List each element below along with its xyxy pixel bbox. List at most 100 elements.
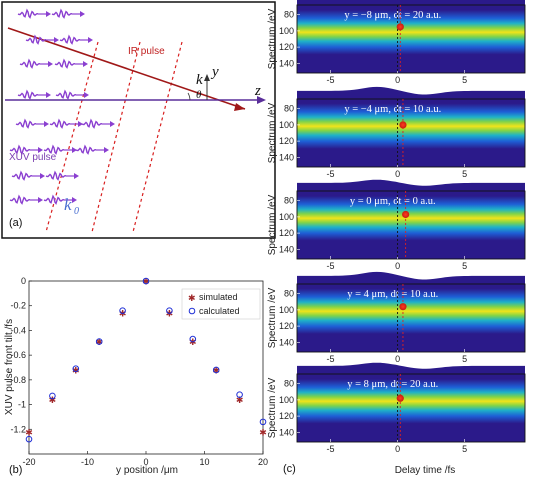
xuv-wavepacket — [25, 34, 59, 45]
heatmap-ylabel: Spectrum /eV — [267, 377, 278, 438]
panel-b-ylabel: XUV pulse front tilt /fs — [4, 319, 15, 415]
heatmap-xtick-label: -5 — [327, 354, 335, 364]
peak-dot — [402, 210, 410, 219]
wavepacket-oscillation — [54, 58, 76, 69]
simulated-point: ✱ — [95, 337, 103, 347]
heatmap-ytick-label: 100 — [279, 305, 294, 315]
heatmap-frame — [296, 190, 526, 260]
xuv-wavepacket — [54, 58, 88, 69]
legend-calculated-marker — [188, 307, 196, 315]
panel-b-xtick-label: -10 — [81, 457, 94, 467]
wavepacket-oscillation — [81, 118, 103, 129]
panel-b-ytick-label: -0.2 — [10, 301, 26, 311]
panel-b-ytick-label: -1 — [18, 400, 26, 410]
heatmap-frame — [296, 98, 526, 168]
wavepacket-arrowhead — [54, 37, 59, 43]
heatmap-frame — [296, 4, 526, 74]
wavepacket-oscillation — [55, 89, 77, 100]
heatmap-ytick-label: 120 — [279, 411, 294, 421]
wavepacket-arrowhead — [46, 92, 51, 98]
heatmap-title: y = −8 μm, dt = 20 a.u. — [344, 10, 441, 21]
wavepacket-oscillation — [15, 118, 37, 129]
panel-a: IR pulse XUV pulse k θ y z k 0 (a) — [1, 1, 276, 239]
panel-b-ytick-label: -0.6 — [10, 350, 26, 360]
heatmap-xtick-label: 5 — [462, 444, 467, 454]
ir-arrowhead — [234, 103, 245, 111]
wavepacket-arrowhead — [44, 121, 49, 127]
xuv-wavepacket — [75, 144, 109, 155]
xuv-wavepacket — [45, 170, 79, 181]
calculated-point — [49, 392, 56, 400]
panel-c-chart: 80 100 120 140 -5 0 5 Spectrum /eV y = −8 μm, dt… — [267, 0, 526, 476]
wavepacket-oscillation — [19, 58, 41, 69]
legend-simulated-label: simulated — [199, 292, 238, 302]
heatmap-ytick-label: 80 — [284, 289, 294, 299]
heatmap-subplot: 80 100 120 140 -5 0 5 Spectrum /eV y = −8 μm, dt… — [267, 0, 526, 85]
calculated-point — [25, 435, 33, 443]
simulated-point: ✱ — [25, 427, 33, 437]
xuv-wavepacket — [9, 144, 43, 155]
heatmap-xtick-label: 0 — [395, 75, 400, 85]
wavepacket-arrowhead — [110, 121, 115, 127]
calculated-point — [259, 418, 267, 426]
heatmap-ytick-label: 100 — [279, 26, 294, 36]
simulated-point: ✱ — [259, 427, 267, 437]
panel-b-ytick-label: -0.8 — [10, 375, 26, 385]
heatmap-xtick-label: 5 — [462, 75, 467, 85]
wavepacket-oscillation — [11, 170, 33, 181]
calculated-point — [212, 366, 220, 374]
wavepacket-arrowhead — [38, 197, 43, 203]
wavepacket-arrowhead — [46, 11, 51, 17]
heatmap-band — [297, 362, 525, 437]
wavepacket-arrowhead — [74, 173, 79, 179]
panel-b-legend: ✱ simulated calculated — [181, 288, 261, 320]
heatmap-subplot: 80 100 120 140 -5 0 5 Spectrum /eV y = 4 μm, dt … — [267, 271, 526, 364]
panel-a-frame — [1, 1, 276, 239]
heatmap-xtick-label: 0 — [395, 261, 400, 271]
wavepacket-arrowhead — [38, 147, 43, 153]
k-label: k — [196, 72, 203, 88]
heatmap-ytick-label: 80 — [284, 10, 294, 20]
peak-dot — [396, 23, 404, 31]
heatmap-xtick-label: -5 — [327, 75, 335, 85]
heatmap-band — [297, 271, 525, 348]
wavepacket-arrowhead — [80, 11, 85, 17]
heatmap-ylabel: Spectrum /eV — [267, 8, 278, 69]
panel-b-label: (b) — [9, 464, 22, 476]
wavepacket-oscillation — [17, 8, 39, 19]
xuv-wavepacket — [9, 194, 43, 205]
k0-label: k — [64, 195, 72, 214]
xuv-pulse-label: XUV pulse — [9, 152, 57, 163]
heatmap-ytick-label: 120 — [279, 42, 294, 52]
heatmap-title: y = 0 μm, dt = 0 a.u. — [350, 196, 436, 207]
simulated-point: ✱ — [142, 277, 150, 287]
wavepacket-oscillation — [51, 8, 73, 19]
panel-a-label: (a) — [9, 217, 22, 229]
xuv-wavepacket — [19, 58, 53, 69]
wavepacket-arrowhead — [72, 147, 77, 153]
ir-pulse-label: IR pulse — [128, 46, 165, 57]
xuv-wavepacket — [81, 118, 115, 129]
xuv-wavepacket — [51, 8, 85, 19]
calculated-point — [72, 365, 80, 373]
calculated-point — [119, 307, 126, 314]
xuv-wavepacket — [55, 89, 89, 100]
heatmap-ytick-label: 100 — [279, 395, 294, 405]
calculated-point — [142, 277, 150, 285]
legend-box — [181, 288, 261, 320]
wavepacket-oscillation — [25, 34, 47, 45]
simulated-point: ✱ — [212, 365, 220, 375]
xuv-wavepacket — [17, 8, 51, 19]
wavepacket-arrowhead — [72, 197, 77, 203]
y-axis-arrowhead — [204, 74, 210, 81]
heatmap-title: y = 8 μm, dt = 20 a.u. — [347, 379, 438, 390]
heatmap-ytick-label: 140 — [279, 337, 294, 347]
heatmap-frame — [296, 283, 526, 353]
panel-b-ytick-label: -1.2 — [10, 424, 26, 434]
simulated-point: ✱ — [49, 395, 57, 405]
heatmap-xtick-label: 5 — [462, 169, 467, 179]
heatmap-title: y = −4 μm, dt = 10 a.u. — [344, 104, 441, 115]
wavepacket-arrowhead — [104, 147, 109, 153]
wavepacket-arrowhead — [78, 121, 83, 127]
xuv-wavepackets — [9, 8, 115, 205]
